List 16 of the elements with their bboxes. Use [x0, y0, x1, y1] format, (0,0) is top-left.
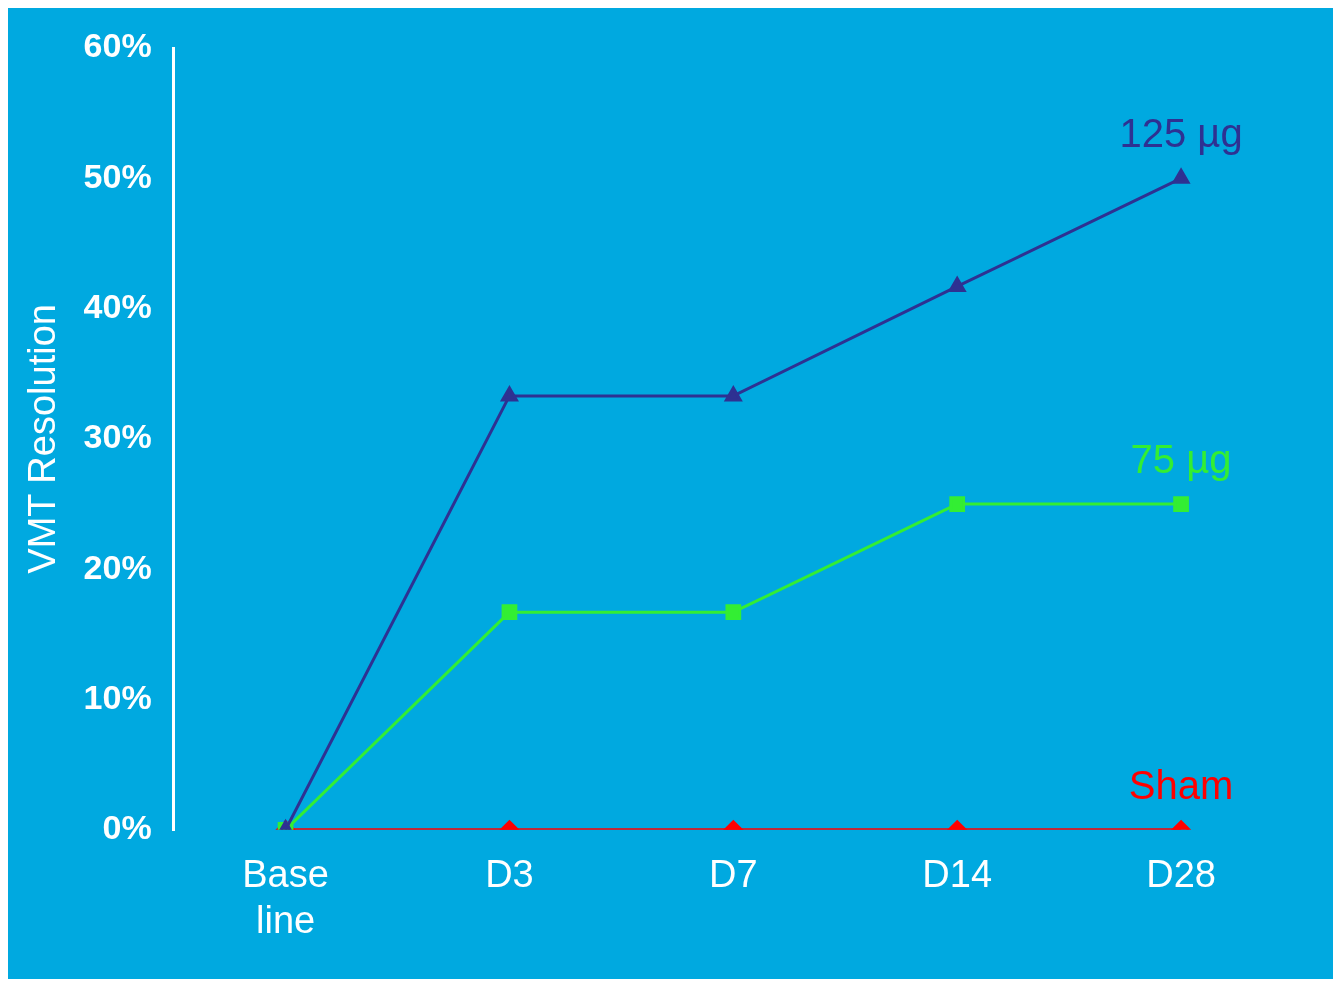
- series-label: 75 µg: [1130, 437, 1232, 482]
- series-label: Sham: [1128, 762, 1234, 807]
- x-tick-label: D28: [1146, 853, 1216, 896]
- y-axis-title: VMT Resolution: [21, 304, 64, 574]
- y-tick-label: 10%: [83, 677, 152, 716]
- y-tick-label: 0%: [102, 808, 152, 847]
- y-tick-label: 40%: [83, 286, 152, 325]
- y-tick-label: 50%: [83, 156, 152, 195]
- x-tick-label: Base line: [242, 853, 329, 941]
- x-tick-label: D3: [485, 853, 534, 896]
- x-tick-label: D14: [922, 853, 993, 896]
- series-label: 125 µg: [1119, 111, 1243, 156]
- x-tick-label: D7: [709, 853, 758, 896]
- y-tick-label: 60%: [83, 26, 152, 65]
- y-tick-label: 20%: [83, 547, 152, 586]
- y-tick-label: 30%: [83, 417, 152, 456]
